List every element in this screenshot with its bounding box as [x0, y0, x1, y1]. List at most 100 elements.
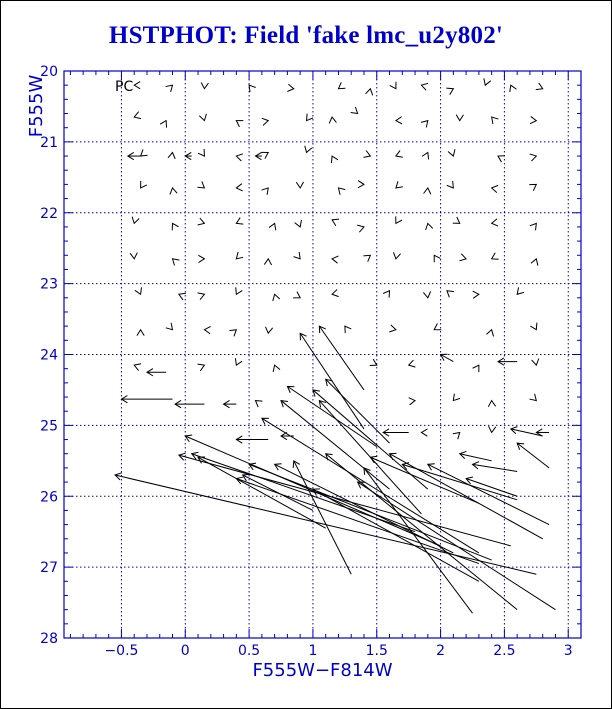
vector-marker [268, 222, 277, 231]
arrowhead [369, 358, 378, 367]
arrowhead [458, 450, 467, 459]
vector-arrow [401, 462, 518, 501]
vector-marker [365, 87, 374, 96]
vector-marker [529, 183, 538, 191]
arrowhead [407, 359, 416, 368]
vector-arrow [325, 378, 390, 444]
vector-arrow [120, 395, 173, 404]
arrow-shaft [510, 428, 543, 437]
arrowhead [254, 151, 262, 161]
arrowhead [423, 186, 432, 195]
arrowhead [382, 428, 390, 437]
arrowhead [165, 322, 174, 331]
arrowhead [426, 463, 435, 471]
vector-marker [264, 326, 274, 335]
vector-arrow [509, 426, 543, 437]
vector-marker [420, 428, 428, 437]
vector-marker [304, 145, 313, 154]
vector-marker [472, 290, 480, 299]
arrow-shaft [465, 478, 518, 497]
vector-marker [425, 222, 434, 231]
arrow-shaft [287, 385, 378, 448]
arrow-shaft [312, 389, 429, 490]
arrowhead [234, 358, 243, 367]
arrowhead [395, 150, 403, 158]
arrowhead [174, 400, 182, 409]
vector-arrow [312, 389, 429, 490]
arrowhead [389, 324, 397, 333]
arrowhead [516, 287, 525, 295]
arrowhead [171, 222, 179, 231]
arrowhead [395, 181, 403, 189]
arrowhead [433, 254, 441, 263]
arrowhead [529, 393, 538, 402]
vector-arrow [273, 463, 454, 554]
arrow-shaft [402, 463, 518, 501]
arrow-shaft [357, 481, 556, 611]
arrowhead [273, 463, 282, 471]
vector-arrow [280, 399, 390, 490]
arrow-shaft [242, 474, 314, 511]
arrowhead [235, 287, 243, 296]
arrowhead [198, 113, 207, 122]
arrowhead [529, 222, 537, 231]
arrowhead [331, 289, 339, 298]
vector-arrow [426, 463, 550, 526]
vector-marker [293, 291, 301, 299]
arrowhead [272, 364, 281, 373]
vector-marker [357, 180, 365, 189]
vector-marker [248, 84, 256, 93]
arrowhead [369, 455, 378, 464]
arrowhead [280, 399, 289, 408]
arrowhead [248, 462, 257, 471]
arrowhead [365, 87, 374, 96]
arrowhead [222, 400, 230, 409]
vector-marker [171, 258, 180, 266]
y-tick-label: 23 [40, 277, 58, 293]
y-axis-label: F555W [26, 75, 47, 138]
vector-arrow [184, 151, 192, 161]
y-tick-label: 24 [40, 348, 58, 364]
vector-marker [165, 322, 174, 331]
vector-marker [421, 151, 430, 160]
vector-marker [382, 289, 391, 298]
arrowhead [248, 84, 256, 93]
vector-marker [198, 254, 206, 264]
vector-arrow [382, 428, 409, 437]
vector-arrow [235, 435, 269, 444]
vector-marker [330, 155, 339, 164]
vector-marker [331, 289, 339, 298]
vector-marker [455, 114, 464, 122]
arrowhead [167, 151, 176, 160]
vector-marker [229, 329, 238, 337]
vector-marker [331, 218, 340, 227]
vector-marker [389, 81, 397, 90]
vector-marker [407, 359, 416, 368]
arrowhead [392, 252, 402, 260]
vector-marker [263, 257, 273, 266]
arrowhead [529, 153, 538, 162]
marker-layer [129, 78, 544, 440]
arrowhead [261, 117, 270, 126]
vector-marker [490, 252, 499, 260]
arrowhead [134, 287, 143, 296]
vector-arrow [318, 325, 365, 391]
arrowhead [235, 217, 244, 225]
tick-layer: −0.5 0 0.5 1 1.5 2 2.5 3 20 21 22 23 24 25 26 27 28 [40, 64, 582, 659]
vector-marker [197, 149, 205, 157]
arrow-shaft [274, 463, 454, 554]
vector-marker [331, 255, 339, 264]
vector-arrow [190, 451, 416, 533]
arrowhead [337, 187, 346, 195]
arrowhead [420, 428, 428, 437]
arrowhead [178, 292, 186, 301]
arrowhead [408, 397, 416, 406]
vector-marker [167, 151, 176, 160]
arrow-shaft [325, 378, 390, 444]
arrowhead [388, 452, 397, 461]
vector-marker [261, 187, 269, 195]
arrowhead [433, 323, 442, 331]
arrowhead [197, 181, 206, 189]
vector-marker [389, 324, 397, 333]
arrow-shaft [197, 456, 326, 529]
